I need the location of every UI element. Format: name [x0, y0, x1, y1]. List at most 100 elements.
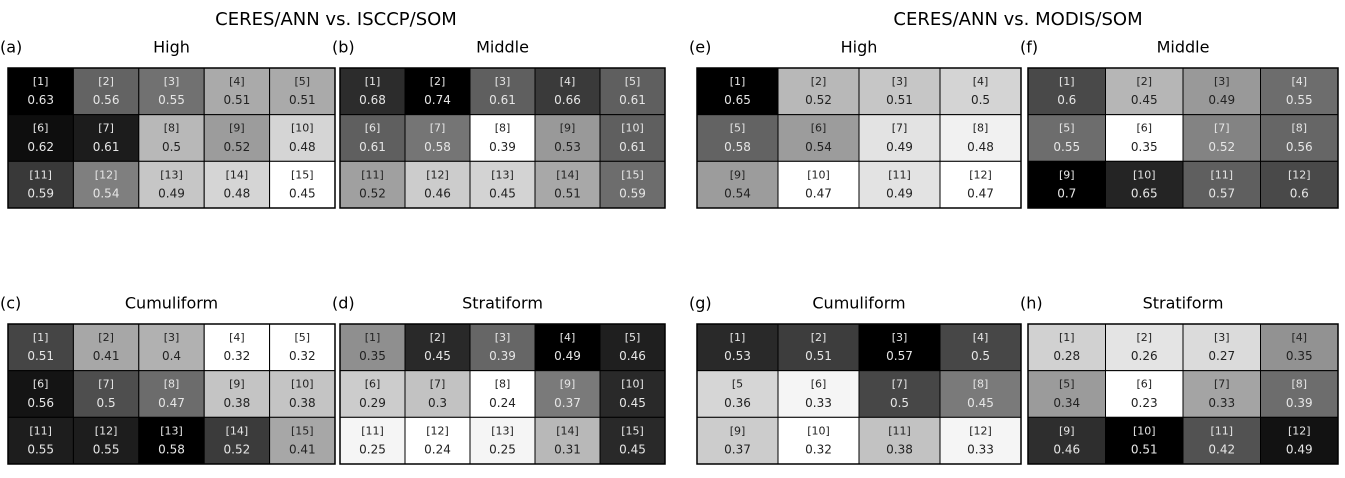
heat-cell	[1105, 416, 1184, 465]
cell-label: [5]	[1059, 122, 1075, 135]
cell-value: 0.68	[359, 93, 386, 107]
cell-value: 0.47	[158, 396, 185, 410]
cell-label: [11]	[1210, 168, 1233, 181]
heat-cell	[138, 114, 205, 162]
cell-value: 0.4	[162, 349, 181, 363]
cell-label: [6]	[365, 122, 381, 135]
heat-cell	[1105, 370, 1184, 418]
cell-value: 0.38	[886, 443, 913, 457]
cell-value: 0.56	[27, 396, 54, 410]
cell-label: [6]	[33, 378, 49, 391]
cell-value: 0.7	[1057, 187, 1076, 201]
cell-label: [9]	[560, 122, 576, 135]
cell-value: 0.32	[224, 349, 251, 363]
heat-cell	[138, 416, 205, 465]
heat-cell	[138, 370, 205, 418]
cell-label: [7]	[430, 122, 446, 135]
heat-cell	[1027, 114, 1106, 162]
cell-label: [13]	[491, 424, 514, 437]
heat-cell	[696, 114, 779, 162]
heat-cell	[72, 370, 140, 418]
cell-value: 0.62	[27, 140, 54, 154]
cell-label: [11]	[888, 424, 911, 437]
cell-value: 0.54	[724, 187, 751, 201]
cell-value: 0.55	[93, 443, 120, 457]
cell-label: [10]	[807, 424, 830, 437]
cell-value: 0.34	[1053, 396, 1080, 410]
cell-value: 0.38	[224, 396, 251, 410]
cell-label: [8]	[164, 122, 180, 135]
cell-label: [15]	[291, 168, 314, 181]
cell-value: 0.25	[489, 443, 516, 457]
heat-cell	[72, 416, 140, 465]
heat-cell	[72, 67, 140, 116]
cell-label: [9]	[560, 378, 576, 391]
cell-value: 0.51	[27, 349, 54, 363]
cell-label: [3]	[1214, 75, 1230, 88]
cell-label: [7]	[98, 122, 114, 135]
heat-cell	[1027, 323, 1106, 372]
cell-value: 0.52	[805, 93, 832, 107]
cell-label: [9]	[1059, 168, 1075, 181]
cell-value: 0.45	[489, 187, 516, 201]
panel-label: (g)	[689, 294, 712, 313]
panel-title: Cumuliform	[125, 294, 218, 313]
cell-label: [4]	[229, 331, 245, 344]
cell-value: 0.24	[489, 396, 516, 410]
cell-label: [9]	[229, 122, 245, 135]
cell-label: [5]	[730, 122, 746, 135]
cell-label: [12]	[95, 424, 118, 437]
panel-label: (a)	[0, 38, 22, 57]
cell-label: [11]	[888, 168, 911, 181]
cell-label: [14]	[556, 424, 579, 437]
cell-value: 0.53	[724, 349, 751, 363]
cell-label: [12]	[969, 424, 992, 437]
cell-value: 0.3	[428, 396, 447, 410]
cell-value: 0.6	[1057, 93, 1076, 107]
cell-label: [8]	[973, 122, 989, 135]
heat-cell	[1105, 114, 1184, 162]
panel-label: (d)	[332, 294, 355, 313]
cell-label: [1]	[730, 331, 746, 344]
heat-cell	[469, 323, 536, 372]
cell-value: 0.39	[489, 140, 516, 154]
cell-value: 0.37	[724, 443, 751, 457]
cell-value: 0.45	[424, 349, 451, 363]
cell-value: 0.46	[619, 349, 646, 363]
cell-label: [10]	[621, 122, 644, 135]
cell-value: 0.46	[424, 187, 451, 201]
cell-value: 0.63	[27, 93, 54, 107]
cell-value: 0.52	[224, 140, 251, 154]
cell-value: 0.35	[1286, 349, 1313, 363]
panel-frame	[339, 67, 666, 209]
cell-value: 0.49	[886, 187, 913, 201]
cell-value: 0.58	[424, 140, 451, 154]
cell-label: [6]	[1136, 378, 1152, 391]
cell-value: 0.24	[424, 443, 451, 457]
cell-label: [5]	[625, 75, 641, 88]
cell-value: 0.59	[619, 187, 646, 201]
cell-value: 0.41	[289, 443, 316, 457]
cell-label: [7]	[430, 378, 446, 391]
cell-value: 0.57	[1208, 187, 1235, 201]
heat-cell	[1260, 323, 1339, 372]
heat-cell	[696, 370, 779, 418]
heat-cell	[534, 323, 601, 372]
cell-label: [5]	[295, 331, 311, 344]
panel-title: High	[841, 38, 878, 57]
cell-value: 0.5	[162, 140, 181, 154]
panel-label: (e)	[689, 38, 711, 57]
cell-label: [7]	[892, 122, 908, 135]
heat-cell	[269, 114, 336, 162]
cell-value: 0.65	[724, 93, 751, 107]
cell-label: [10]	[807, 168, 830, 181]
heat-cell	[777, 370, 860, 418]
cell-label: [8]	[973, 378, 989, 391]
panel-frame	[339, 323, 666, 465]
cell-label: [3]	[892, 331, 908, 344]
cell-label: [10]	[1133, 168, 1156, 181]
cell-label: [11]	[29, 168, 52, 181]
cell-label: [12]	[95, 168, 118, 181]
cell-value: 0.45	[289, 187, 316, 201]
cell-label: [6]	[1136, 122, 1152, 135]
